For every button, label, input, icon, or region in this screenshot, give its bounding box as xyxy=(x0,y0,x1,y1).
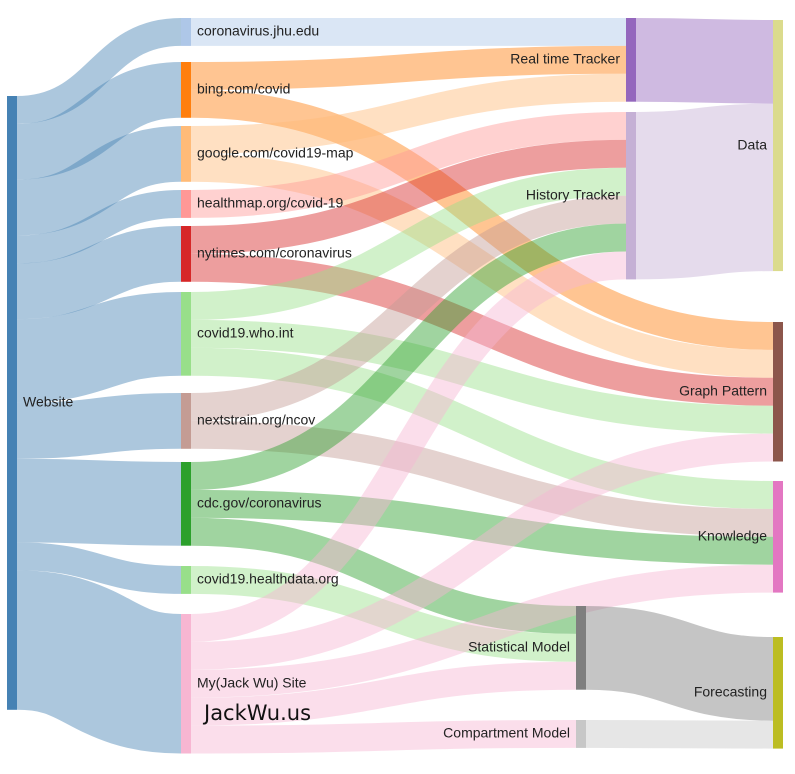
node-label: coronavirus.jhu.edu xyxy=(197,23,319,39)
link xyxy=(190,661,577,726)
link xyxy=(15,62,183,180)
node xyxy=(626,18,636,102)
node-label: Forecasting xyxy=(694,684,767,700)
node xyxy=(181,393,191,449)
node-label: Real time Tracker xyxy=(510,51,620,67)
link xyxy=(16,542,182,594)
link xyxy=(190,89,774,350)
link xyxy=(16,292,182,403)
link xyxy=(190,112,627,218)
node-label: Compartment Model xyxy=(443,725,570,741)
node xyxy=(773,322,783,462)
link xyxy=(190,253,774,406)
node xyxy=(773,481,783,593)
link xyxy=(190,139,627,254)
link xyxy=(190,251,627,642)
link xyxy=(585,606,774,721)
node-label: Graph Pattern xyxy=(679,382,767,398)
node-label: Website xyxy=(23,394,74,410)
link xyxy=(190,433,774,670)
link xyxy=(16,190,182,264)
node xyxy=(181,566,191,594)
node-label: Knowledge xyxy=(698,528,767,544)
watermark: JackWu.us xyxy=(202,701,311,725)
node xyxy=(181,226,191,282)
node-label: My(Jack Wu) Site xyxy=(197,674,307,690)
link xyxy=(190,566,577,662)
link xyxy=(190,347,774,509)
link xyxy=(190,489,774,565)
link xyxy=(635,103,774,280)
node xyxy=(181,614,191,754)
node xyxy=(181,190,191,218)
link xyxy=(190,564,774,698)
node-label: covid19.healthdata.org xyxy=(197,571,339,587)
link xyxy=(14,570,184,754)
node-label: nytimes.com/coronavirus xyxy=(197,245,352,261)
node-label: nextstrain.org/ncov xyxy=(197,412,315,428)
node-label: Data xyxy=(737,136,767,152)
node-label: google.com/covid19-map xyxy=(197,145,354,161)
link xyxy=(190,517,577,634)
node xyxy=(7,96,17,710)
node-label: bing.com/covid xyxy=(197,81,290,97)
link xyxy=(190,195,627,421)
labels: Website coronavirus.jhu.edu bing.com/covid… xyxy=(23,23,767,741)
link xyxy=(190,73,627,154)
nodes xyxy=(7,18,783,754)
link xyxy=(190,223,627,490)
link xyxy=(635,18,774,104)
link xyxy=(16,393,182,459)
node xyxy=(181,62,191,118)
node xyxy=(773,637,783,749)
node xyxy=(626,112,636,280)
link xyxy=(190,167,627,320)
node xyxy=(181,18,191,46)
link xyxy=(15,126,183,236)
node xyxy=(181,126,191,182)
node-label: healthmap.org/covid-19 xyxy=(197,195,344,211)
link xyxy=(16,458,182,546)
link xyxy=(16,226,182,320)
node xyxy=(576,720,586,748)
link xyxy=(190,319,774,434)
node xyxy=(181,292,191,376)
link xyxy=(16,18,182,124)
link xyxy=(190,45,627,90)
node-label: cdc.gov/coronavirus xyxy=(197,495,322,511)
node-label: History Tracker xyxy=(526,186,620,202)
node-label: covid19.who.int xyxy=(197,325,294,341)
link xyxy=(190,420,774,537)
node-label: Statistical Model xyxy=(468,639,570,655)
node xyxy=(181,462,191,546)
link xyxy=(190,153,774,378)
node xyxy=(576,606,586,690)
link xyxy=(190,720,577,754)
node xyxy=(773,20,783,272)
link xyxy=(585,720,774,749)
links xyxy=(14,17,774,754)
